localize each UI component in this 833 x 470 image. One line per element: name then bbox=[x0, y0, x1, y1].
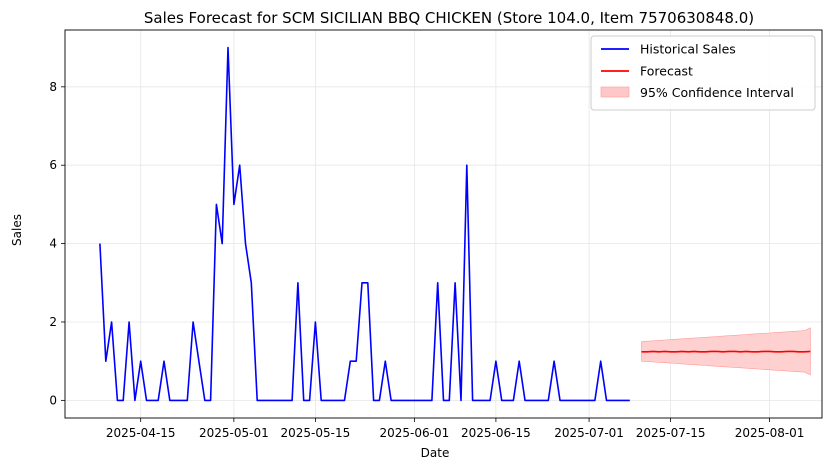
x-tick-label: 2025-04-15 bbox=[106, 426, 176, 440]
x-tick-label: 2025-07-01 bbox=[554, 426, 624, 440]
y-axis-ticks: 0 2 4 6 8 bbox=[49, 80, 65, 407]
chart-title: Sales Forecast for SCM SICILIAN BBQ CHIC… bbox=[144, 9, 754, 27]
y-tick-label: 0 bbox=[49, 393, 57, 407]
y-tick-label: 2 bbox=[49, 315, 57, 329]
x-tick-label: 2025-08-01 bbox=[735, 426, 805, 440]
legend-historical-label: Historical Sales bbox=[640, 42, 736, 57]
y-tick-label: 4 bbox=[49, 237, 57, 251]
legend-frame bbox=[590, 35, 816, 111]
x-tick-label: 2025-05-15 bbox=[281, 426, 351, 440]
x-tick-label: 2025-06-15 bbox=[461, 426, 531, 440]
y-tick-label: 8 bbox=[49, 80, 57, 94]
x-axis-ticks: 2025-04-15 2025-05-01 2025-05-15 2025-06-01… bbox=[106, 418, 805, 440]
plot-area-frame bbox=[64, 29, 823, 419]
legend-forecast-label: Forecast bbox=[640, 64, 693, 79]
x-tick-label: 2025-05-01 bbox=[199, 426, 269, 440]
x-tick-label: 2025-06-01 bbox=[380, 426, 450, 440]
x-tick-label: 2025-07-15 bbox=[636, 426, 706, 440]
legend-interval-label: 95% Confidence Interval bbox=[640, 85, 794, 100]
historical-sales-line bbox=[99, 46, 630, 402]
y-tick-label: 6 bbox=[49, 158, 57, 172]
x-axis-label: Date bbox=[421, 446, 450, 460]
legend: Historical Sales Forecast 95% Confidence… bbox=[590, 35, 816, 111]
legend-interval-swatch bbox=[600, 86, 630, 98]
y-axis-label: Sales bbox=[10, 214, 24, 246]
series-lines-layer bbox=[99, 46, 811, 402]
